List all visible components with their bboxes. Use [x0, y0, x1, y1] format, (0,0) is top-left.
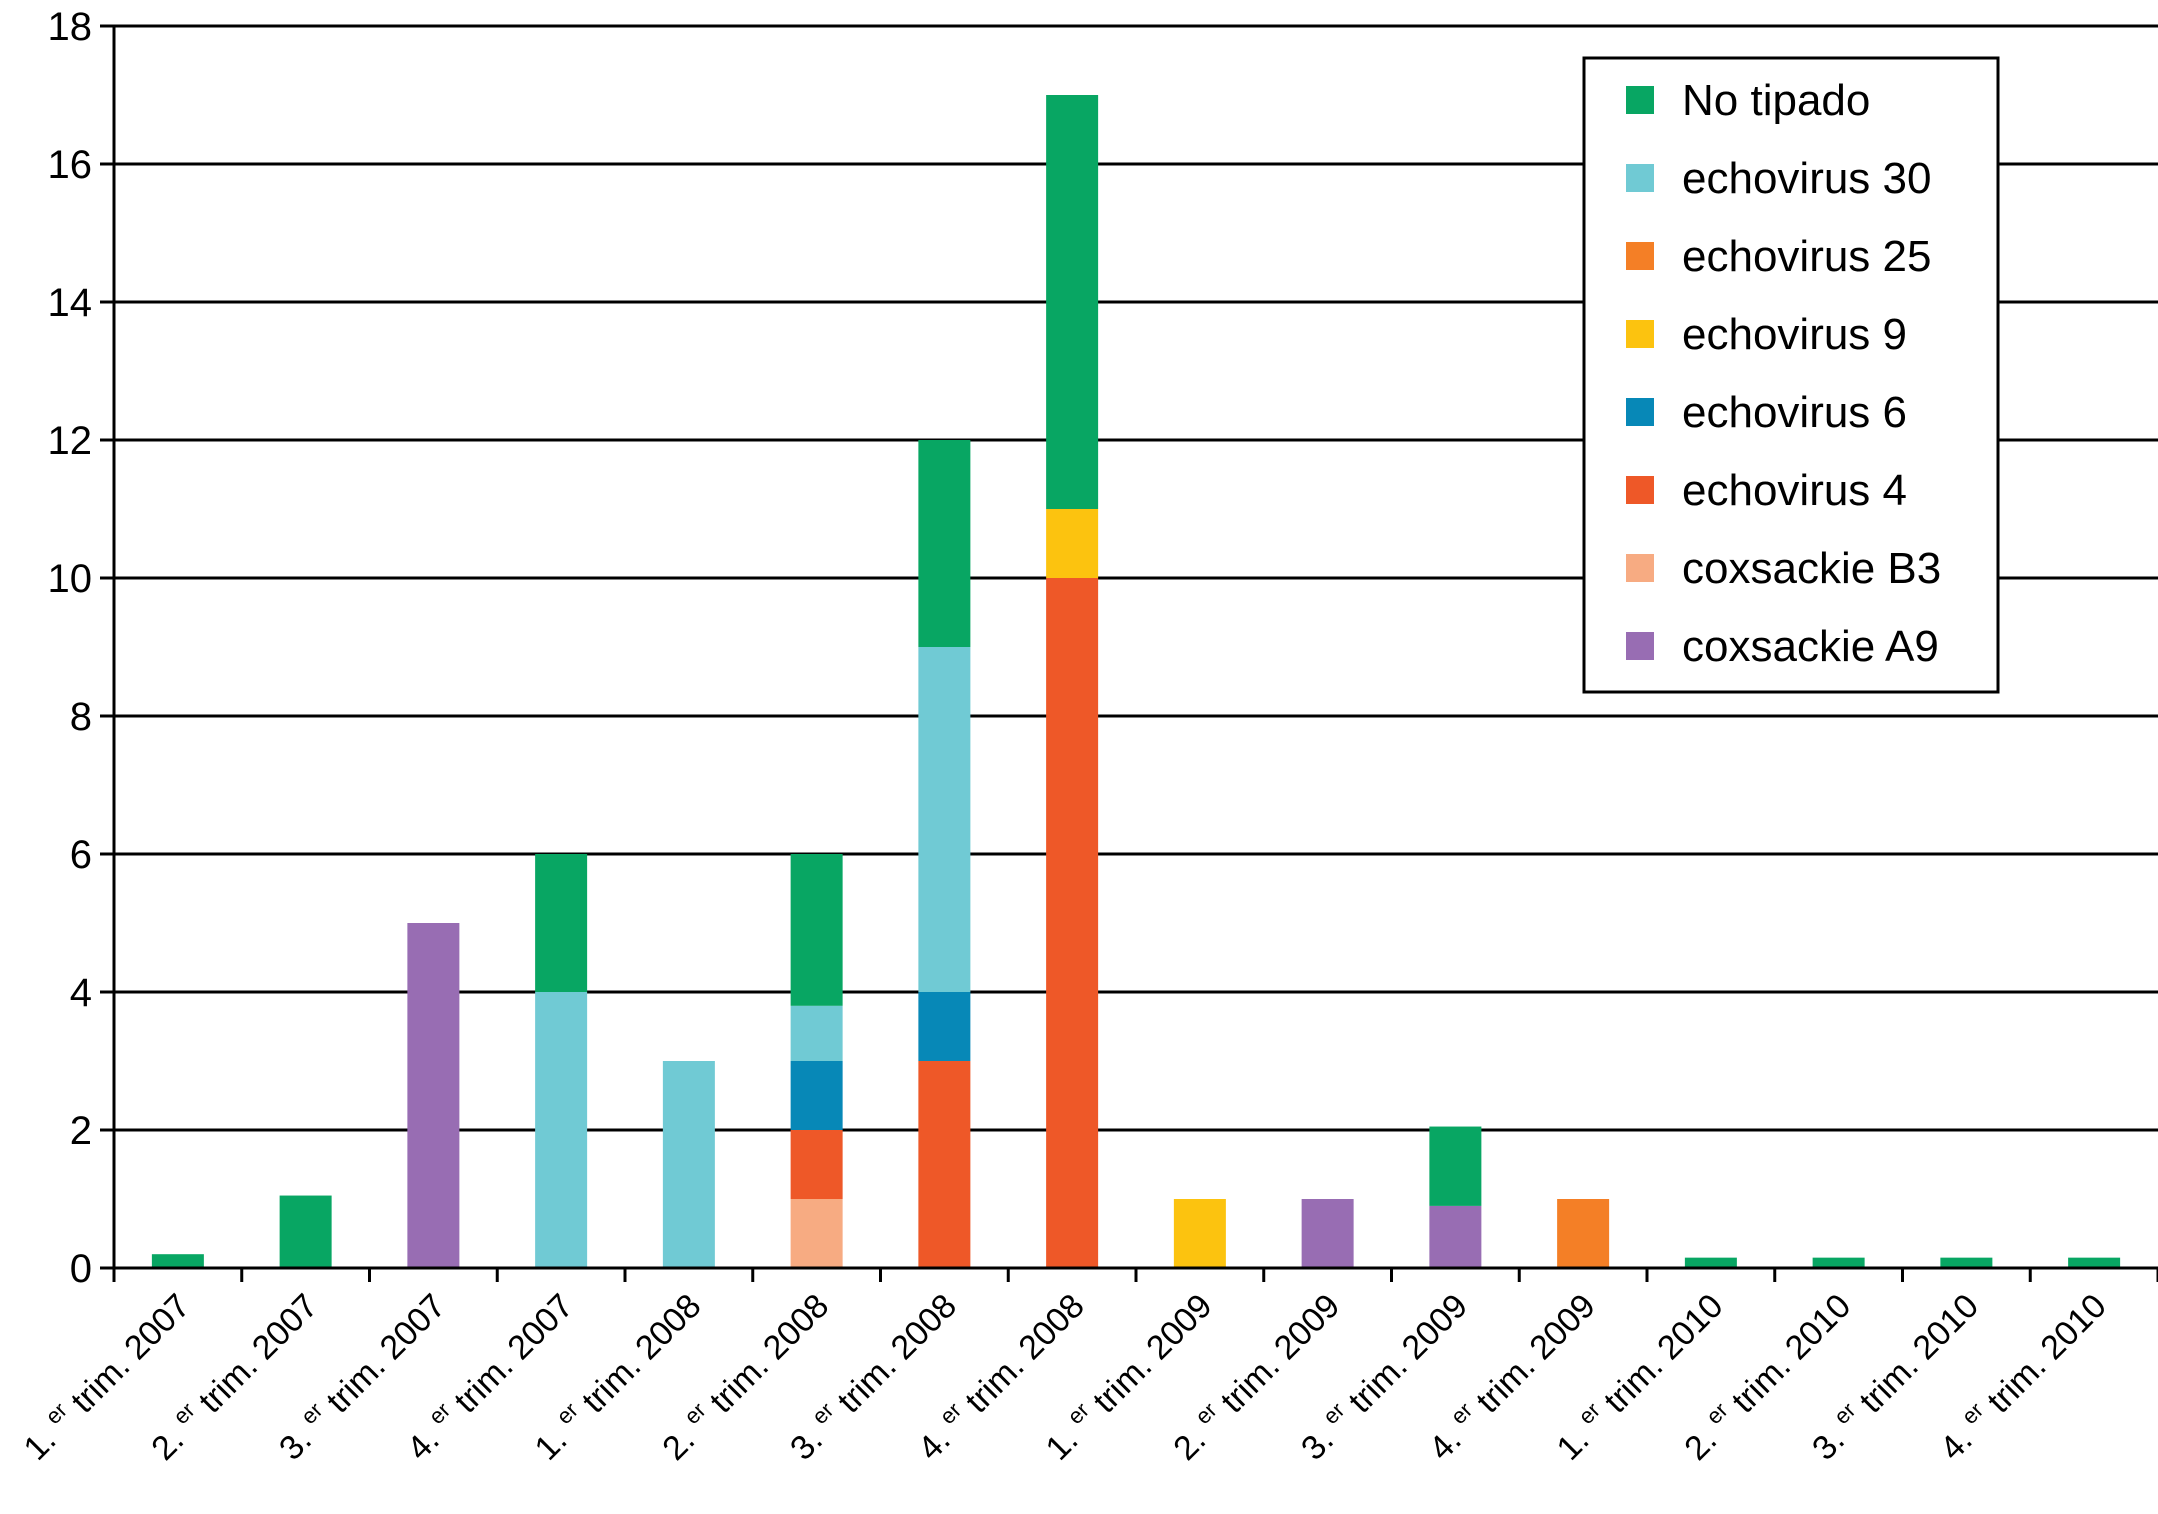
legend-swatch: [1626, 476, 1654, 504]
y-tick-label: 6: [70, 833, 92, 877]
bar-segment: [790, 854, 843, 1006]
bar-segment: [407, 923, 460, 1268]
bar-segment: [535, 854, 588, 992]
bar-segment: [1429, 1205, 1482, 1268]
legend-swatch: [1626, 242, 1654, 270]
y-tick-label: 12: [48, 419, 93, 463]
legend-label: coxsackie A9: [1682, 622, 1939, 671]
bar-segment: [790, 1199, 843, 1268]
bar-segment: [1173, 1199, 1226, 1268]
y-tick-label: 10: [48, 557, 93, 601]
axes: 0 2 4 6 8 10 12 14 16 18: [48, 5, 2158, 1291]
bar-segment: [790, 1005, 843, 1061]
bar-segment: [918, 440, 971, 647]
bar-segment: [918, 992, 971, 1061]
legend-swatch: [1626, 320, 1654, 348]
bar-segment: [2068, 1257, 2121, 1268]
legend-label: echovirus 25: [1682, 232, 1931, 281]
bar-segment: [662, 1061, 715, 1268]
legend: No tipado echovirus 30 echovirus 25 echovir…: [1582, 56, 2000, 694]
y-tick-label: 18: [48, 5, 93, 49]
y-tick-label: 14: [48, 281, 93, 325]
bar-segment: [535, 992, 588, 1268]
bar-segment: [1812, 1257, 1865, 1268]
bar-segment: [1301, 1199, 1354, 1268]
legend-swatch: [1626, 554, 1654, 582]
bar-segment: [790, 1130, 843, 1199]
bar-segment: [1557, 1199, 1610, 1268]
legend-label: echovirus 4: [1682, 466, 1907, 515]
bar-segment: [151, 1254, 204, 1268]
bars: [151, 95, 2121, 1268]
legend-box: [1582, 56, 2000, 694]
y-tick-label: 2: [70, 1109, 92, 1153]
legend-label: coxsackie B3: [1682, 544, 1941, 593]
bar-segment: [1046, 95, 1099, 509]
legend-label: echovirus 9: [1682, 310, 1907, 359]
legend-swatch: [1626, 164, 1654, 192]
legend-swatch: [1626, 398, 1654, 426]
bar-segment: [1684, 1257, 1737, 1268]
legend-swatch: [1626, 632, 1654, 660]
bar-segment: [1429, 1126, 1482, 1206]
y-tick-label: 8: [70, 695, 92, 739]
y-tick-label: 16: [48, 143, 93, 187]
legend-label: echovirus 30: [1682, 154, 1931, 203]
bar-segment: [790, 1061, 843, 1130]
legend-swatch: [1626, 86, 1654, 114]
legend-label: echovirus 6: [1682, 388, 1907, 437]
bar-segment: [1046, 509, 1099, 578]
bar-segment: [918, 647, 971, 992]
bar-segment: [279, 1195, 332, 1268]
bar-segment: [1046, 578, 1099, 1268]
bar-segment: [918, 1061, 971, 1268]
y-tick-label: 0: [70, 1247, 92, 1291]
bar-segment: [1940, 1257, 1993, 1268]
legend-label: No tipado: [1682, 76, 1870, 125]
y-tick-label: 4: [70, 971, 92, 1015]
